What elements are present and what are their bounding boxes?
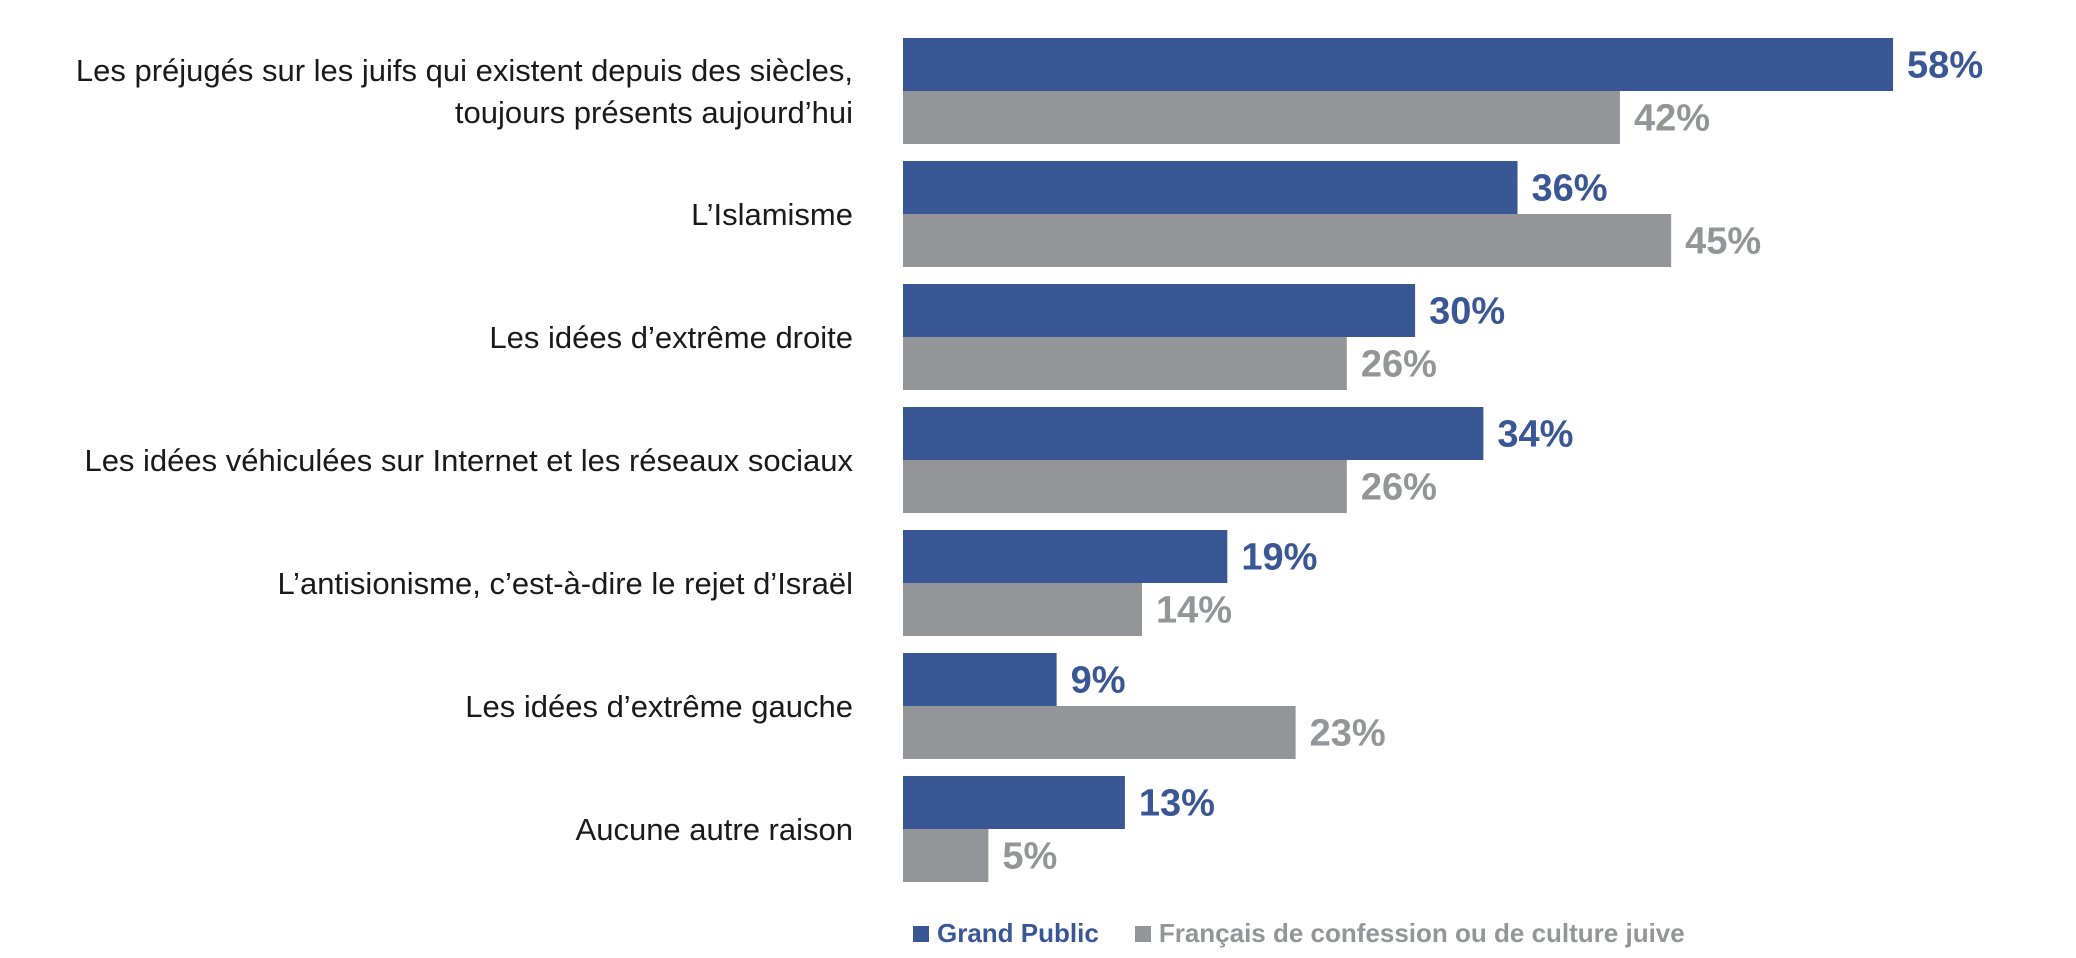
- bar-grand-public: [903, 530, 1228, 583]
- category-label: Aucune autre raison: [576, 812, 853, 847]
- bar-culture-juive: [903, 214, 1672, 267]
- bar-grand-public: [903, 653, 1057, 706]
- legend-swatch-culture-juive: [1134, 925, 1151, 942]
- bar-grand-public: [903, 776, 1125, 829]
- category-label: Les idées véhiculées sur Internet et les…: [84, 443, 853, 478]
- value-label-culture-juive: 14%: [1156, 590, 1232, 632]
- category-label: Les idées d’extrême droite: [489, 320, 853, 355]
- value-label-culture-juive: 26%: [1361, 344, 1437, 386]
- bar-grand-public: [903, 161, 1518, 214]
- bar-culture-juive: [903, 829, 989, 882]
- value-label-culture-juive: 45%: [1685, 221, 1761, 263]
- bar-grand-public: [903, 38, 1894, 91]
- value-label-grand-public: 13%: [1139, 783, 1215, 825]
- value-label-grand-public: 36%: [1532, 168, 1608, 210]
- value-label-grand-public: 9%: [1071, 660, 1126, 702]
- legend: Grand Public Français de confession ou d…: [913, 918, 1721, 949]
- value-label-culture-juive: 42%: [1634, 98, 1710, 140]
- bar-culture-juive: [903, 583, 1142, 636]
- value-label-grand-public: 19%: [1241, 537, 1317, 579]
- legend-swatch-grand-public: [913, 925, 929, 942]
- category-label: Les préjugés sur les juifs qui existent …: [76, 53, 853, 130]
- legend-item-grand-public: Grand Public: [913, 918, 1099, 949]
- category-label: L’Islamisme: [691, 197, 853, 232]
- value-label-grand-public: 34%: [1497, 414, 1573, 456]
- legend-item-culture-juive: Français de confession ou de culture jui…: [1134, 918, 1685, 949]
- value-label-grand-public: 58%: [1907, 45, 1983, 87]
- legend-label-culture-juive: Français de confession ou de culture jui…: [1158, 918, 1685, 948]
- value-label-grand-public: 30%: [1429, 291, 1505, 333]
- bar-grand-public: [903, 407, 1484, 460]
- category-label: L’antisionisme, c’est-à-dire le rejet d’…: [278, 566, 853, 601]
- bar-culture-juive: [903, 91, 1620, 144]
- legend-label-grand-public: Grand Public: [937, 918, 1099, 948]
- category-label: Les idées d’extrême gauche: [465, 689, 853, 724]
- value-label-culture-juive: 23%: [1310, 713, 1386, 755]
- value-label-culture-juive: 5%: [1002, 836, 1057, 878]
- bar-culture-juive: [903, 706, 1296, 759]
- bar-culture-juive: [903, 337, 1347, 390]
- value-label-culture-juive: 26%: [1361, 467, 1437, 509]
- bar-grand-public: [903, 284, 1416, 337]
- bar-culture-juive: [903, 460, 1347, 513]
